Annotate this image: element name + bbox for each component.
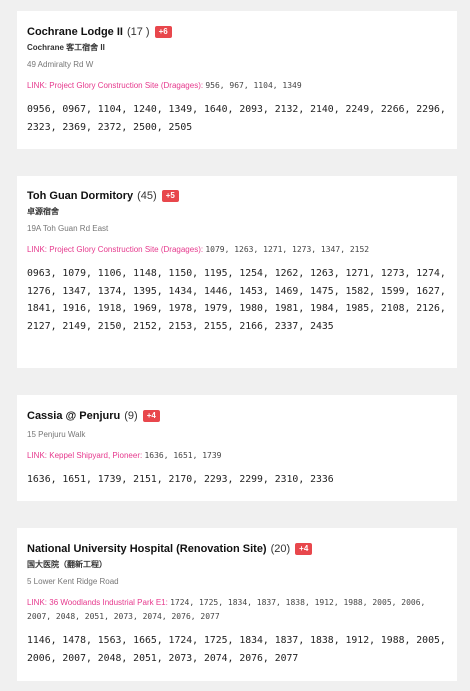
new-cases-badge: +5: [161, 190, 179, 202]
link-target[interactable]: 36 Woodlands Industrial Park E1:: [49, 598, 168, 607]
link-target[interactable]: Project Glory Construction Site (Dragage…: [49, 81, 204, 90]
case-list: 0963, 1079, 1106, 1148, 1150, 1195, 1254…: [27, 268, 446, 332]
new-cases-badge: +4: [295, 543, 313, 555]
cluster-count: (17 ): [126, 26, 150, 38]
cluster-count: (9): [124, 410, 138, 422]
cluster-name: Cassia @ Penjuru: [27, 410, 121, 422]
case-list: 1636, 1651, 1739, 2151, 2170, 2293, 2299…: [27, 474, 334, 485]
cluster-title: Cassia @ Penjuru (9) +4: [27, 409, 447, 423]
cluster-card: Cassia @ Penjuru (9) +4 15 Penjuru Walk …: [17, 395, 457, 501]
cluster-name: Cochrane Lodge II: [27, 26, 123, 38]
cluster-link: LINK: Keppel Shipyard, Pioneer: 1636, 16…: [27, 449, 447, 463]
cluster-link: LINK: 36 Woodlands Industrial Park E1: 1…: [27, 596, 447, 624]
cluster-title: Toh Guan Dormitory (45) +5: [27, 189, 447, 203]
link-cases: 1724, 1725, 1834, 1837, 1838, 1912, 1988…: [27, 598, 426, 621]
cluster-title: Cochrane Lodge II (17 ) +6: [27, 25, 447, 39]
link-label: LINK:: [27, 598, 48, 607]
new-cases-badge: +6: [154, 26, 172, 38]
case-list: 1146, 1478, 1563, 1665, 1724, 1725, 1834…: [27, 635, 446, 664]
link-label: LINK:: [27, 245, 48, 254]
case-list: 0956, 0967, 1104, 1240, 1349, 1640, 2093…: [27, 104, 446, 133]
cluster-chinese-name: 卓源宿舍: [27, 207, 59, 216]
cluster-address: 15 Penjuru Walk: [27, 430, 86, 439]
link-label: LINK:: [27, 451, 48, 460]
link-cases: 1636, 1651, 1739: [144, 451, 222, 460]
link-cases: 956, 967, 1104, 1349: [205, 81, 302, 90]
link-cases: 1079, 1263, 1271, 1273, 1347, 2152: [205, 245, 370, 254]
cluster-chinese-name: Cochrane 客工宿舍 II: [27, 43, 105, 52]
cluster-count: (45): [137, 190, 157, 202]
cluster-count: (20): [270, 543, 291, 555]
cluster-address: 19A Toh Guan Rd East: [27, 224, 109, 233]
cluster-name: National University Hospital (Renovation…: [27, 543, 267, 555]
cluster-address: 49 Admiralty Rd W: [27, 60, 94, 69]
cluster-chinese-name: 国大医院（翻新工程）: [27, 560, 107, 569]
link-target[interactable]: Project Glory Construction Site (Dragage…: [49, 245, 204, 254]
cluster-title: National University Hospital (Renovation…: [27, 542, 447, 556]
cluster-link: LINK: Project Glory Construction Site (D…: [27, 79, 447, 93]
cluster-name: Toh Guan Dormitory: [27, 190, 134, 202]
cluster-card: National University Hospital (Renovation…: [17, 528, 457, 681]
new-cases-badge: +4: [142, 410, 160, 422]
cluster-address: 5 Lower Kent Ridge Road: [27, 577, 119, 586]
cluster-link: LINK: Project Glory Construction Site (D…: [27, 243, 447, 257]
cluster-card: Cochrane Lodge II (17 ) +6 Cochrane 客工宿舍…: [17, 11, 457, 149]
link-label: LINK:: [27, 81, 48, 90]
cluster-card: Toh Guan Dormitory (45) +5 卓源宿舍 19A Toh …: [17, 176, 457, 368]
link-target[interactable]: Keppel Shipyard, Pioneer:: [49, 451, 143, 460]
